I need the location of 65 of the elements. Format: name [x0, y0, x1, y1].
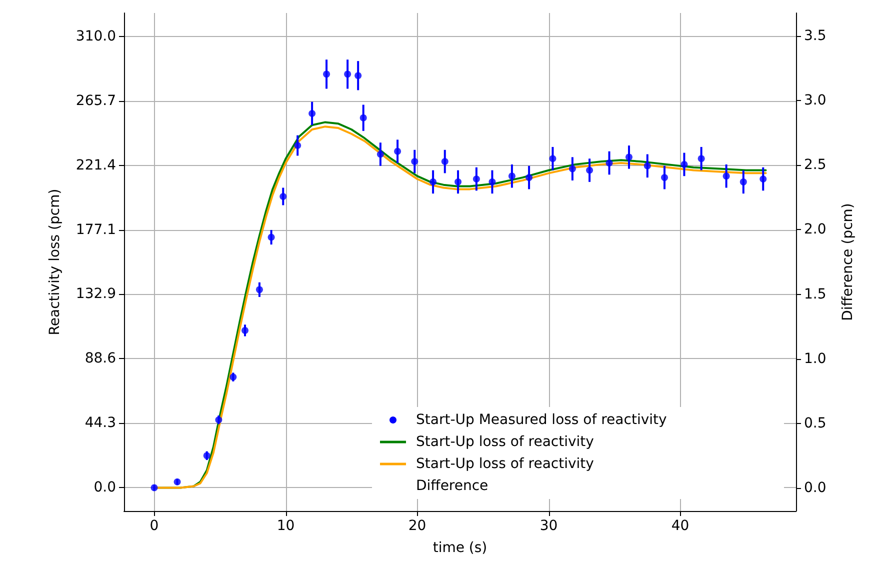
point [586, 166, 594, 174]
point [644, 162, 651, 170]
point [740, 178, 747, 186]
y-tick-label: 88.6 [84, 350, 116, 367]
point [344, 70, 352, 78]
point [203, 452, 210, 460]
point [174, 478, 181, 486]
y2-tick-label: 1.0 [804, 350, 826, 367]
point [526, 174, 533, 182]
point [376, 150, 384, 158]
point [488, 178, 496, 186]
point [230, 374, 237, 381]
y2-tick-label: 2.0 [804, 222, 826, 238]
y2-tick-label: 3.0 [804, 92, 826, 109]
x-axis-title: time (s) [432, 540, 488, 556]
y2-tick-label: 2.5 [804, 157, 826, 174]
x-tick-label: 20 [408, 518, 426, 534]
point [472, 176, 480, 182]
y-axis-title: Reactivity loss (pcm) [47, 188, 63, 336]
y-tick-label: 310.0 [76, 28, 116, 44]
point [441, 158, 448, 166]
point [680, 160, 688, 168]
point [294, 142, 302, 150]
point [454, 178, 462, 186]
y2-tick-label: 0.5 [804, 415, 826, 432]
y-tick-label: 132.9 [76, 286, 116, 302]
point [508, 172, 516, 180]
text: Difference [416, 478, 488, 494]
point [698, 155, 705, 162]
point [606, 159, 613, 166]
point [661, 174, 668, 182]
point [241, 326, 248, 334]
legend-label: Start-Up Measured loss of reactivity [416, 412, 667, 428]
point [308, 110, 316, 117]
y2-tick-label: 0.0 [804, 480, 826, 496]
point [256, 286, 263, 294]
x-tick-label: 30 [540, 518, 558, 534]
x-tick-label: 40 [671, 518, 690, 534]
legend-label: Start-Up loss of reactivity [416, 456, 594, 472]
y2-axis-title: Difference (pcm) [840, 203, 856, 321]
y-tick-label: 177.1 [76, 222, 116, 238]
y-tick-label: 44.3 [84, 415, 116, 432]
point [394, 148, 402, 155]
x-tick-label: 10 [276, 518, 295, 534]
point [722, 172, 730, 180]
point [268, 234, 275, 241]
point [568, 165, 576, 172]
point [625, 154, 632, 161]
point [430, 178, 437, 186]
y-tick-label: 0.0 [94, 480, 116, 496]
point [323, 70, 330, 78]
x-tick-label: 0 [150, 518, 159, 534]
point [549, 155, 556, 162]
point [411, 158, 418, 166]
point [150, 484, 158, 492]
point [215, 416, 222, 424]
y2-tick-label: 1.5 [804, 286, 826, 302]
y-tick-label: 265.7 [76, 92, 116, 109]
point [360, 114, 367, 122]
point [354, 72, 362, 80]
y2-tick-label: 3.5 [804, 28, 826, 44]
legend-label: Start-Up loss of reactivity [416, 434, 594, 450]
y-tick-label: 221.4 [76, 157, 116, 174]
point [760, 176, 767, 182]
point [280, 192, 287, 200]
